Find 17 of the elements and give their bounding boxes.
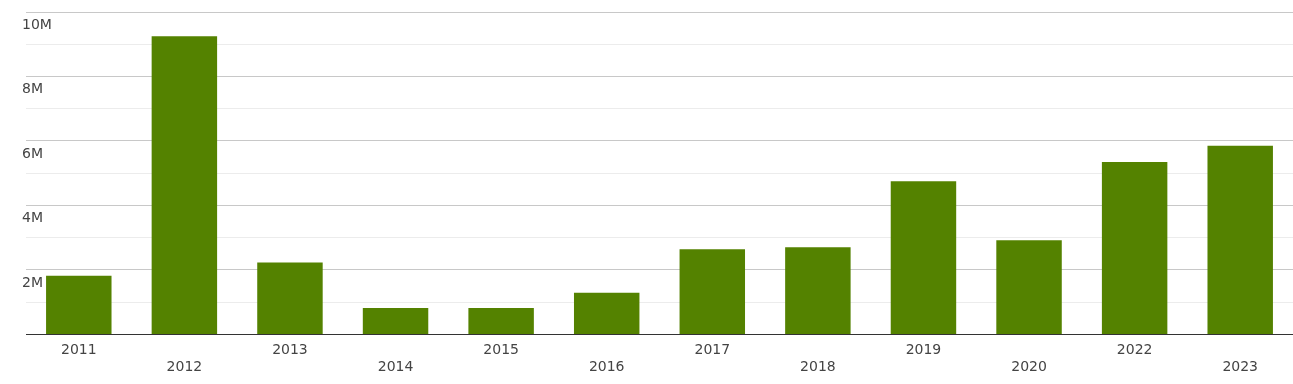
x-tick-label: 2018 [800,358,836,375]
x-tick-label: 2013 [272,341,308,358]
x-tick-label: 2017 [694,341,731,358]
x-tick-label: 2012 [166,358,203,375]
x-tick-label: 2015 [483,341,519,358]
x-tick-label: 2022 [1116,341,1153,358]
x-tick-label: 2011 [60,341,97,358]
x-tick-label: 2014 [377,358,414,375]
y-tick-label: 10M [22,15,52,32]
x-tick-label: 2023 [1222,358,1259,375]
y-tick-label: 4M [22,209,43,226]
x-tick-label: 2019 [905,341,942,358]
y-tick-label: 6M [22,144,43,161]
x-tick-label: 2016 [588,358,625,375]
y-tick-label: 2M [22,273,43,290]
x-tick-label: 2020 [1011,358,1047,375]
y-tick-label: 8M [22,80,43,97]
